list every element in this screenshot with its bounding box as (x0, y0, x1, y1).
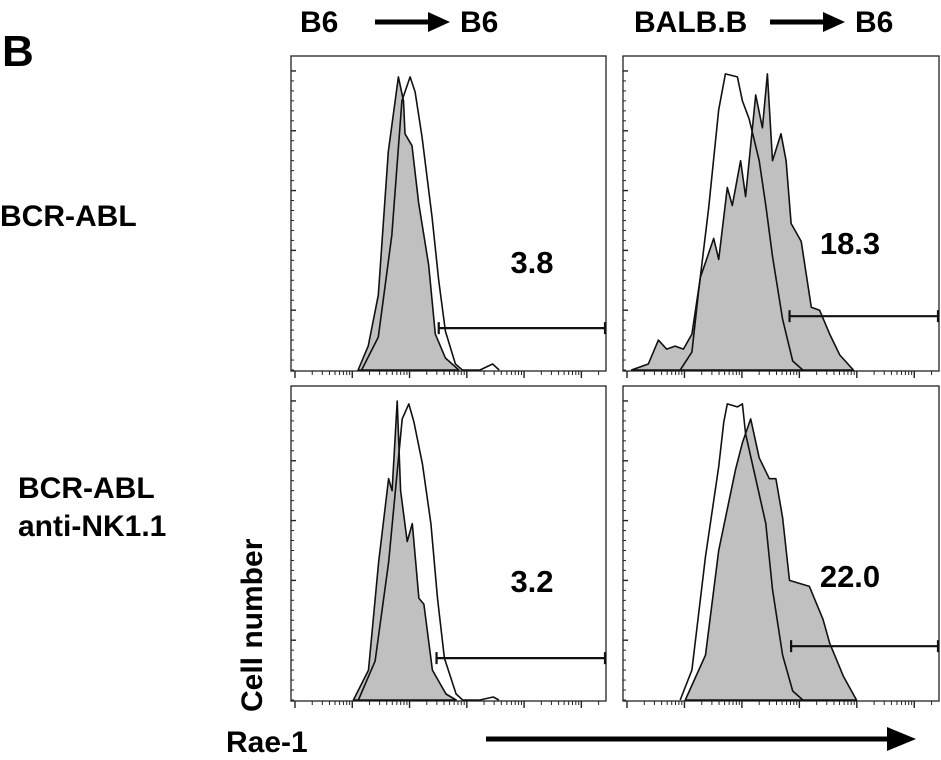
histogram-panel-1: 3.8 (290, 55, 607, 378)
y-axis-ticks (291, 400, 296, 701)
gate-percentage-label: 18.3 (820, 226, 880, 261)
arrow-icon (375, 12, 450, 32)
column-header-1-right: B6 (460, 6, 498, 39)
row-label-2-line2: anti-NK1.1 (18, 510, 166, 543)
column-header-1: B6 B6 (300, 6, 498, 39)
histogram-panel-4: 22.0 (622, 385, 940, 708)
gate-percentage-label: 3.8 (510, 245, 553, 280)
open-histogram (360, 76, 500, 371)
panel-letter: B (2, 27, 34, 76)
filled-histogram (684, 418, 858, 701)
gate-marker (788, 310, 940, 323)
filled-histogram (630, 73, 855, 371)
x-axis-ticks (626, 371, 933, 378)
x-axis-ticks (626, 701, 933, 708)
y-axis-label: Cell number (236, 538, 269, 712)
column-header-1-left: B6 (300, 6, 338, 39)
gate-marker (790, 640, 940, 653)
open-histogram (679, 403, 804, 701)
y-axis-ticks (623, 400, 628, 701)
gate-marker (435, 652, 607, 665)
column-header-2-left: BALB.B (634, 6, 747, 39)
panel-frame (290, 55, 607, 372)
column-header-2: BALB.B B6 (634, 6, 893, 39)
y-axis-ticks (291, 70, 296, 371)
gate-percentage-label: 3.2 (510, 564, 553, 599)
column-header-2-right: B6 (855, 6, 893, 39)
open-histogram (679, 73, 804, 371)
gate-marker (437, 322, 607, 335)
x-axis-label: Rae-1 (226, 726, 308, 759)
x-axis-ticks (294, 701, 600, 708)
arrow-icon (770, 12, 845, 32)
row-label-1: BCR-ABL (0, 200, 137, 233)
histogram-panel-3: 3.2 (290, 385, 607, 708)
row-label-2-line1: BCR-ABL (18, 472, 155, 505)
gate-percentage-label: 22.0 (820, 559, 880, 594)
x-axis-ticks (294, 371, 600, 378)
histogram-panel-2: 18.3 (622, 55, 940, 378)
filled-histogram (352, 400, 457, 701)
y-axis-ticks (623, 70, 628, 371)
x-axis-arrow-icon (486, 727, 916, 751)
open-histogram (357, 403, 500, 701)
panel-frame (290, 385, 607, 702)
